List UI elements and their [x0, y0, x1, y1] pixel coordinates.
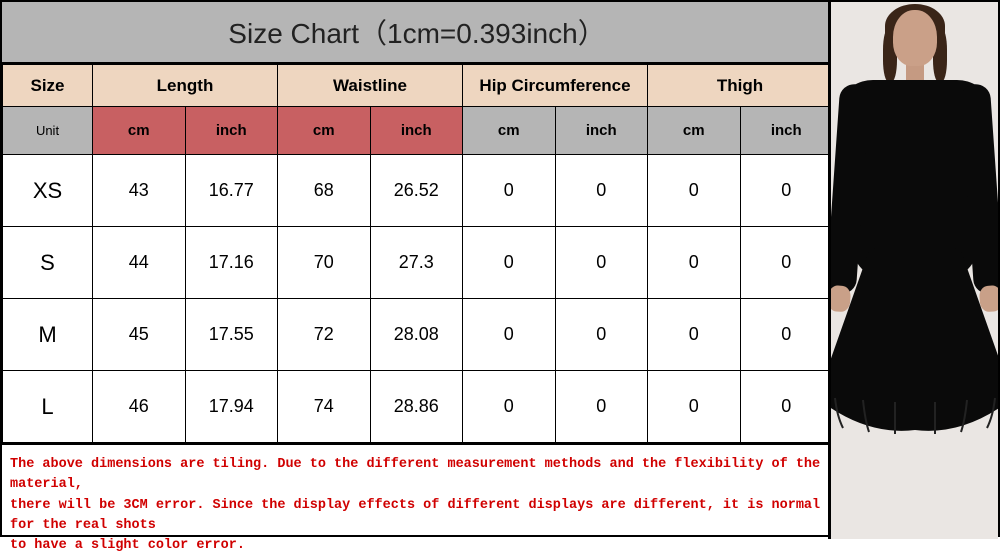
- header-thigh: Thigh: [648, 65, 833, 107]
- thigh-inch: 0: [740, 371, 833, 443]
- hip-cm: 0: [463, 155, 556, 227]
- length-inch: 17.16: [185, 227, 278, 299]
- size-cell: L: [3, 371, 93, 443]
- unit-cm: cm: [93, 107, 186, 155]
- hip-inch: 0: [555, 371, 648, 443]
- header-size: Size: [3, 65, 93, 107]
- thigh-cm: 0: [648, 299, 741, 371]
- waist-inch: 28.86: [370, 371, 463, 443]
- unit-inch: inch: [185, 107, 278, 155]
- length-cm: 43: [93, 155, 186, 227]
- length-cm: 46: [93, 371, 186, 443]
- unit-inch: inch: [555, 107, 648, 155]
- disclaimer-line: to have a slight color error.: [10, 536, 824, 556]
- unit-inch: inch: [370, 107, 463, 155]
- waist-cm: 72: [278, 299, 371, 371]
- length-inch: 17.55: [185, 299, 278, 371]
- chart-area: Size Chart（1cm=0.393inch） Size Length Wa…: [2, 2, 832, 535]
- unit-row: Unit cm inch cm inch cm inch cm inch: [3, 107, 833, 155]
- unit-inch: inch: [740, 107, 833, 155]
- hip-cm: 0: [463, 299, 556, 371]
- thigh-cm: 0: [648, 371, 741, 443]
- model-figure-icon: [828, 10, 998, 438]
- thigh-cm: 0: [648, 155, 741, 227]
- hip-inch: 0: [555, 155, 648, 227]
- unit-cm: cm: [648, 107, 741, 155]
- thigh-cm: 0: [648, 227, 741, 299]
- disclaimer-line: there will be 3CM error. Since the displ…: [10, 496, 824, 537]
- table-row: M4517.557228.080000: [3, 299, 833, 371]
- hip-cm: 0: [463, 227, 556, 299]
- header-waistline: Waistline: [278, 65, 463, 107]
- disclaimer: The above dimensions are tiling. Due to …: [2, 443, 832, 530]
- length-inch: 16.77: [185, 155, 278, 227]
- length-inch: 17.94: [185, 371, 278, 443]
- chart-title: Size Chart（1cm=0.393inch）: [2, 2, 832, 64]
- table-row: S4417.167027.30000: [3, 227, 833, 299]
- header-hip: Hip Circumference: [463, 65, 648, 107]
- hip-inch: 0: [555, 299, 648, 371]
- unit-cm: cm: [278, 107, 371, 155]
- hip-cm: 0: [463, 371, 556, 443]
- waist-cm: 70: [278, 227, 371, 299]
- waist-cm: 74: [278, 371, 371, 443]
- thigh-inch: 0: [740, 227, 833, 299]
- table-row: L4617.947428.860000: [3, 371, 833, 443]
- header-length: Length: [93, 65, 278, 107]
- length-cm: 45: [93, 299, 186, 371]
- unit-label: Unit: [3, 107, 93, 155]
- thigh-inch: 0: [740, 299, 833, 371]
- thigh-inch: 0: [740, 155, 833, 227]
- disclaimer-line: The above dimensions are tiling. Due to …: [10, 455, 824, 496]
- waist-cm: 68: [278, 155, 371, 227]
- size-cell: XS: [3, 155, 93, 227]
- table-row: XS4316.776826.520000: [3, 155, 833, 227]
- length-cm: 44: [93, 227, 186, 299]
- unit-cm: cm: [463, 107, 556, 155]
- model-image-panel: [828, 2, 998, 539]
- size-chart-container: Size Chart（1cm=0.393inch） Size Length Wa…: [0, 0, 1000, 537]
- waist-inch: 28.08: [370, 299, 463, 371]
- size-cell: M: [3, 299, 93, 371]
- waist-inch: 26.52: [370, 155, 463, 227]
- size-table: Size Length Waistline Hip Circumference …: [2, 64, 833, 443]
- hip-inch: 0: [555, 227, 648, 299]
- header-row: Size Length Waistline Hip Circumference …: [3, 65, 833, 107]
- waist-inch: 27.3: [370, 227, 463, 299]
- size-cell: S: [3, 227, 93, 299]
